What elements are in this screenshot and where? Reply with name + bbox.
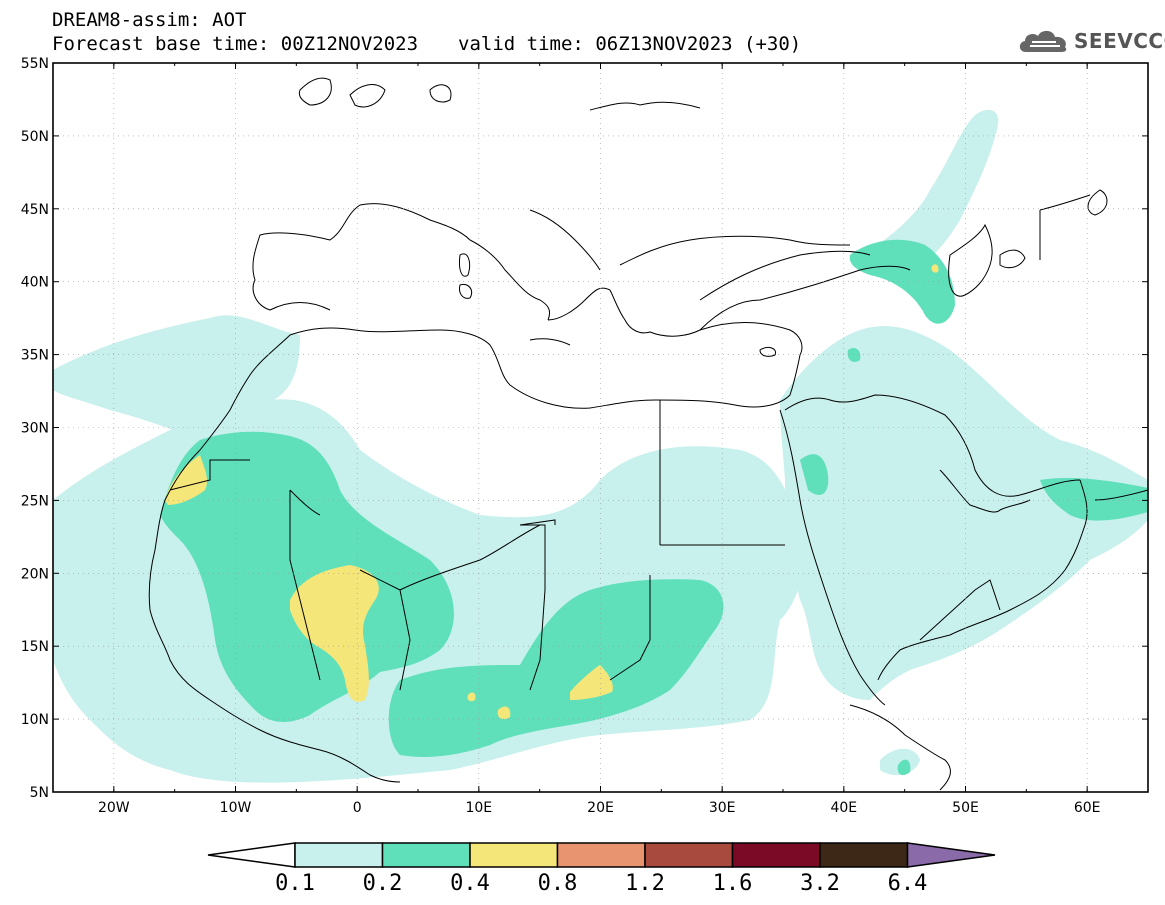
lat-tick-label: 15N: [21, 639, 49, 655]
colorbar-label: 3.2: [800, 871, 840, 896]
lat-tick-label: 35N: [21, 348, 49, 364]
lat-tick-label: 40N: [21, 275, 49, 291]
colorbar-segment: [819, 842, 909, 868]
colorbar-extend-low: [207, 842, 296, 868]
lon-tick-label: 40E: [830, 800, 857, 816]
lat-tick-label: 55N: [21, 56, 49, 72]
colorbar-label: 1.6: [712, 871, 753, 896]
colorbar-segment: [381, 842, 471, 868]
colorbar-label: 1.2: [625, 871, 665, 896]
lon-tick-label: 60E: [1074, 800, 1101, 816]
colorbar-label: 6.4: [887, 871, 928, 896]
cloud-icon: [1019, 30, 1067, 52]
colorbar-segment: [294, 842, 384, 868]
colorbar-segment: [469, 842, 559, 868]
colorbar-label: 0.4: [450, 871, 490, 896]
seevccc-logo: SEEVCCC: [1016, 26, 1165, 56]
colorbar: [207, 842, 996, 868]
colorbar-label: 0.1: [275, 871, 315, 896]
lon-tick-label: 10W: [220, 800, 252, 816]
axis-ticks: [52, 62, 1149, 793]
lat-tick-label: 30N: [21, 421, 49, 437]
colorbar-segment: [731, 842, 821, 868]
map-subtitle: Forecast base time: 00Z12NOV2023 valid ti…: [52, 33, 801, 55]
lat-tick-label: 50N: [21, 129, 49, 145]
colorbar-segment: [556, 842, 646, 868]
lat-labels: 55N 50N 45N 40N 35N 30N 25N 20N 15N 10N 5N: [21, 56, 49, 801]
colorbar-label: 0.8: [537, 871, 578, 896]
logo-text: SEEVCCC: [1074, 29, 1165, 53]
map-title: DREAM8-assim: AOT: [52, 9, 247, 31]
base-time: Forecast base time: 00Z12NOV2023: [52, 33, 419, 55]
lat-tick-label: 25N: [21, 493, 49, 509]
lon-tick-label: 30E: [709, 800, 736, 816]
lat-tick-label: 10N: [21, 712, 49, 728]
lon-tick-label: 50E: [952, 800, 979, 816]
lon-labels: 20W 10W 0 10E 20E 30E 40E 50E 60E: [98, 800, 1101, 816]
lon-tick-label: 20E: [587, 800, 614, 816]
lat-tick-label: 5N: [30, 785, 49, 801]
colorbar-label: 0.2: [362, 871, 403, 896]
lat-tick-label: 20N: [21, 566, 49, 582]
aot-band-0-2: [160, 239, 1148, 776]
lat-tick-label: 45N: [21, 202, 49, 218]
coastlines: [148, 77, 1149, 791]
colorbar-extend-high: [906, 842, 996, 868]
valid-time: valid time: 06Z13NOV2023 (+30): [458, 33, 802, 55]
lon-tick-label: 20W: [98, 800, 130, 816]
lon-tick-label: 0: [353, 800, 362, 816]
lon-tick-label: 10E: [465, 800, 492, 816]
colorbar-segment: [644, 842, 734, 868]
aot-band-0-4: [165, 264, 939, 720]
